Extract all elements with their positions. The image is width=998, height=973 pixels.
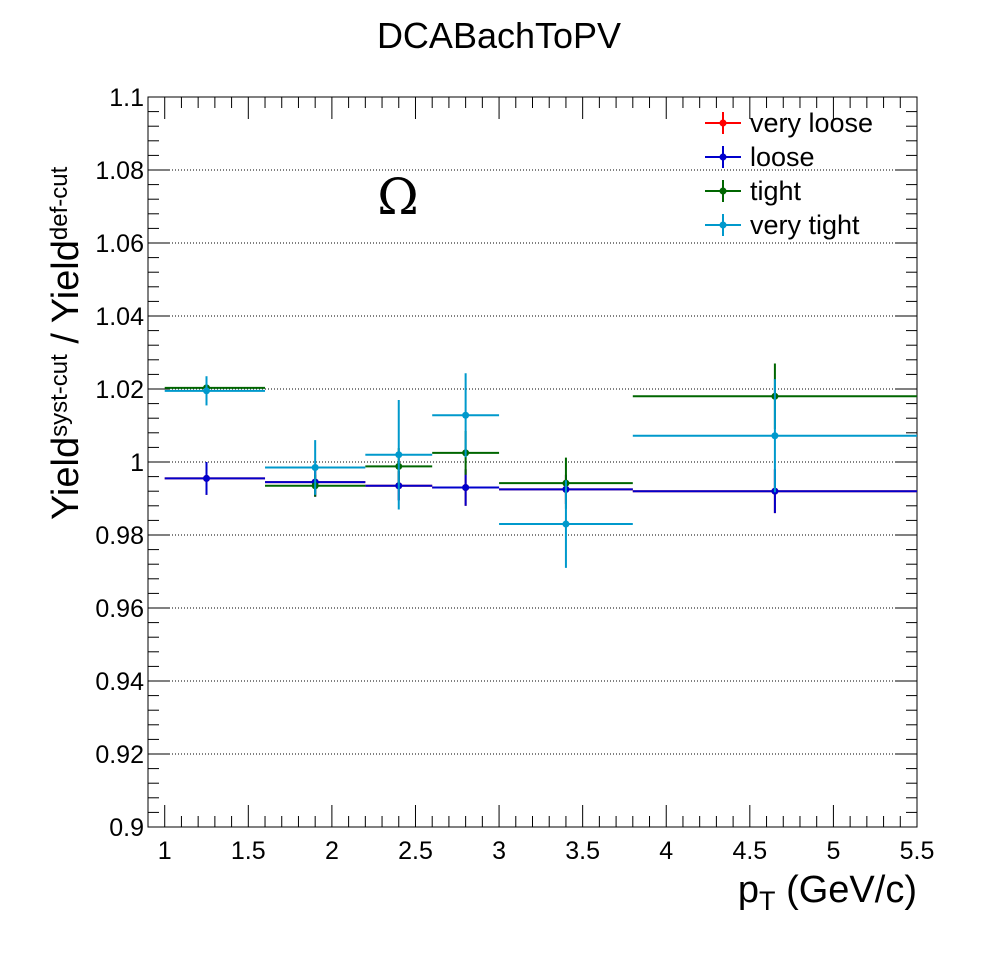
legend-label: loose bbox=[750, 142, 815, 172]
y-axis-title-sep: / bbox=[45, 323, 87, 354]
x-tick-label: 5 bbox=[826, 837, 840, 865]
x-axis-title-sub: T bbox=[759, 886, 776, 916]
x-tick-label: 4 bbox=[659, 837, 673, 865]
y-axis-title-b-sup: def-cut bbox=[46, 166, 73, 240]
x-axis-title-rest: (GeV/c) bbox=[776, 869, 917, 911]
tick-label-layer: 0.9 0.92 0.94 0.96 0.98 1 1.02 1.04 1.06 1.08 1.1 1… bbox=[95, 84, 934, 865]
y-tick-label: 0.98 bbox=[95, 522, 144, 550]
y-tick-label: 1.06 bbox=[95, 230, 144, 258]
legend-marker bbox=[719, 119, 727, 127]
x-tick-label: 3.5 bbox=[565, 837, 600, 865]
legend: very loose loose tight very tight bbox=[705, 108, 873, 240]
legend-entry: tight bbox=[705, 176, 802, 206]
legend-marker bbox=[719, 187, 727, 195]
x-tick-label: 1 bbox=[158, 837, 172, 865]
y-tick-label: 0.9 bbox=[109, 814, 144, 842]
y-tick-label: 0.96 bbox=[95, 595, 144, 623]
x-tick-label: 2 bbox=[325, 837, 339, 865]
x-axis-title: pT (GeV/c) bbox=[738, 869, 917, 916]
y-tick-label: 1.08 bbox=[95, 157, 144, 185]
legend-marker bbox=[719, 221, 727, 229]
data-point bbox=[462, 484, 470, 492]
series-loose bbox=[164, 462, 917, 514]
y-axis-title: Yieldsyst-cut / Yielddef-cut bbox=[45, 166, 87, 520]
x-tick-label: 2.5 bbox=[398, 837, 433, 865]
data-point bbox=[203, 474, 211, 482]
y-tick-label: 1.1 bbox=[109, 84, 144, 112]
x-tick-label: 4.5 bbox=[732, 837, 767, 865]
y-tick-label: 1.02 bbox=[95, 376, 144, 404]
series-layer bbox=[164, 363, 917, 568]
data-point bbox=[311, 463, 319, 471]
chart-title: DCABachToPV bbox=[377, 15, 621, 56]
y-axis-title-b: Yield bbox=[45, 240, 87, 323]
legend-entry: very loose bbox=[705, 108, 873, 138]
tick-layer bbox=[147, 96, 918, 828]
y-tick-label: 1 bbox=[130, 449, 144, 477]
y-axis-title-a: Yield bbox=[45, 437, 87, 520]
data-point bbox=[203, 387, 211, 395]
x-tick-label: 1.5 bbox=[231, 837, 266, 865]
series-very-tight bbox=[164, 373, 917, 568]
y-tick-label: 0.94 bbox=[95, 668, 144, 696]
omega-annotation: Ω bbox=[377, 168, 418, 226]
y-tick-label: 0.92 bbox=[95, 741, 144, 769]
y-axis-title-group: Yieldsyst-cut / Yielddef-cut bbox=[45, 166, 87, 520]
series-very-loose bbox=[164, 462, 917, 514]
x-tick-label: 3 bbox=[492, 837, 506, 865]
grid-layer bbox=[148, 169, 917, 755]
legend-label: tight bbox=[750, 176, 802, 206]
data-point bbox=[395, 451, 403, 459]
data-point bbox=[462, 411, 470, 419]
data-point bbox=[562, 520, 570, 528]
legend-marker bbox=[719, 153, 727, 161]
legend-label: very tight bbox=[750, 210, 860, 240]
x-axis-title-main: p bbox=[738, 869, 759, 911]
y-axis-title-a-sup: syst-cut bbox=[46, 354, 73, 437]
legend-entry: loose bbox=[705, 142, 815, 172]
y-tick-label: 1.04 bbox=[95, 303, 144, 331]
legend-label: very loose bbox=[750, 108, 873, 138]
x-tick-label: 5.5 bbox=[900, 837, 935, 865]
data-point bbox=[771, 432, 779, 440]
legend-entry: very tight bbox=[705, 210, 860, 240]
